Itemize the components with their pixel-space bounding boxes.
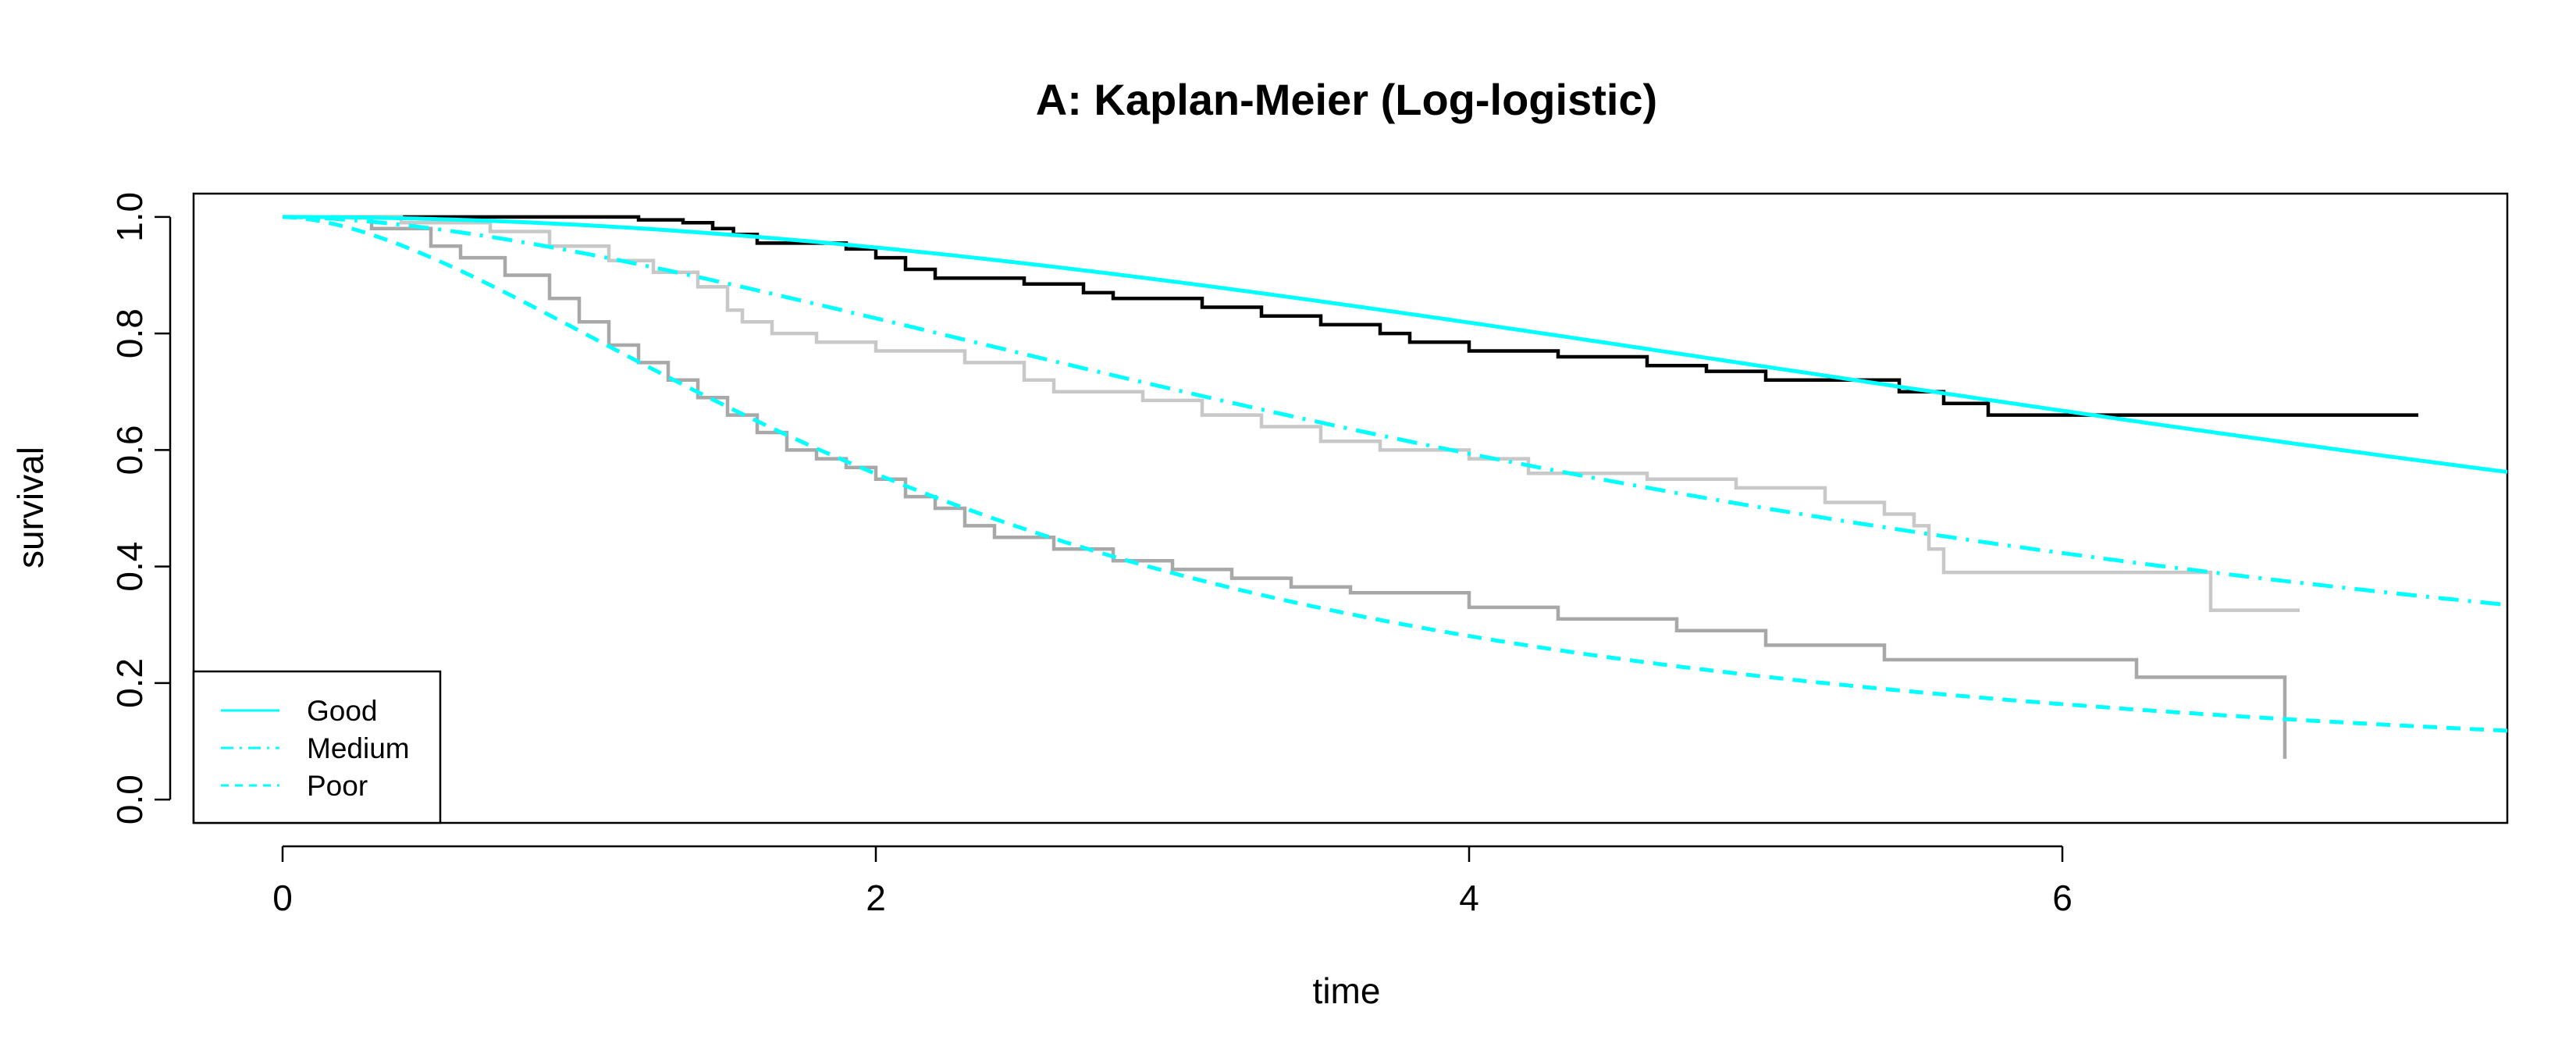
legend-box <box>192 670 442 824</box>
x-tick-label: 4 <box>1459 878 1479 918</box>
x-tick-label: 0 <box>272 878 293 918</box>
km-curves <box>283 215 2418 759</box>
legend-label-good: Good <box>307 695 378 727</box>
x-axis-label: time <box>1313 970 1381 1011</box>
chart-title: A: Kaplan-Meier (Log-logistic) <box>1036 75 1657 124</box>
legend: Good Medium Poor <box>192 670 442 824</box>
km-step-curve-2 <box>283 215 2300 612</box>
plot-frame <box>192 192 2509 824</box>
y-tick-label: 0.6 <box>109 425 150 475</box>
axes: 0 2 4 6 0.0 0.2 0.4 0.6 0.8 1.0 <box>109 192 2073 918</box>
fitted-curves <box>282 215 2508 733</box>
y-tick-label: 0.4 <box>109 542 150 592</box>
km-step-curve-1 <box>283 215 2418 417</box>
fitted-curve-medium <box>283 215 2508 607</box>
x-tick-label: 6 <box>2052 878 2073 918</box>
legend-label-poor: Poor <box>307 770 368 802</box>
y-tick-label: 0.2 <box>109 658 150 708</box>
km-step-curve-3 <box>283 215 2287 759</box>
y-tick-label: 1.0 <box>109 192 150 242</box>
y-axis-label: survival <box>10 447 51 568</box>
x-tick-label: 2 <box>866 878 886 918</box>
y-tick-label: 0.8 <box>109 308 150 358</box>
legend-label-medium: Medium <box>307 732 410 764</box>
fitted-curve-poor <box>282 215 2508 733</box>
y-tick-label: 0.0 <box>109 774 150 824</box>
fitted-curve-good <box>283 215 2508 474</box>
